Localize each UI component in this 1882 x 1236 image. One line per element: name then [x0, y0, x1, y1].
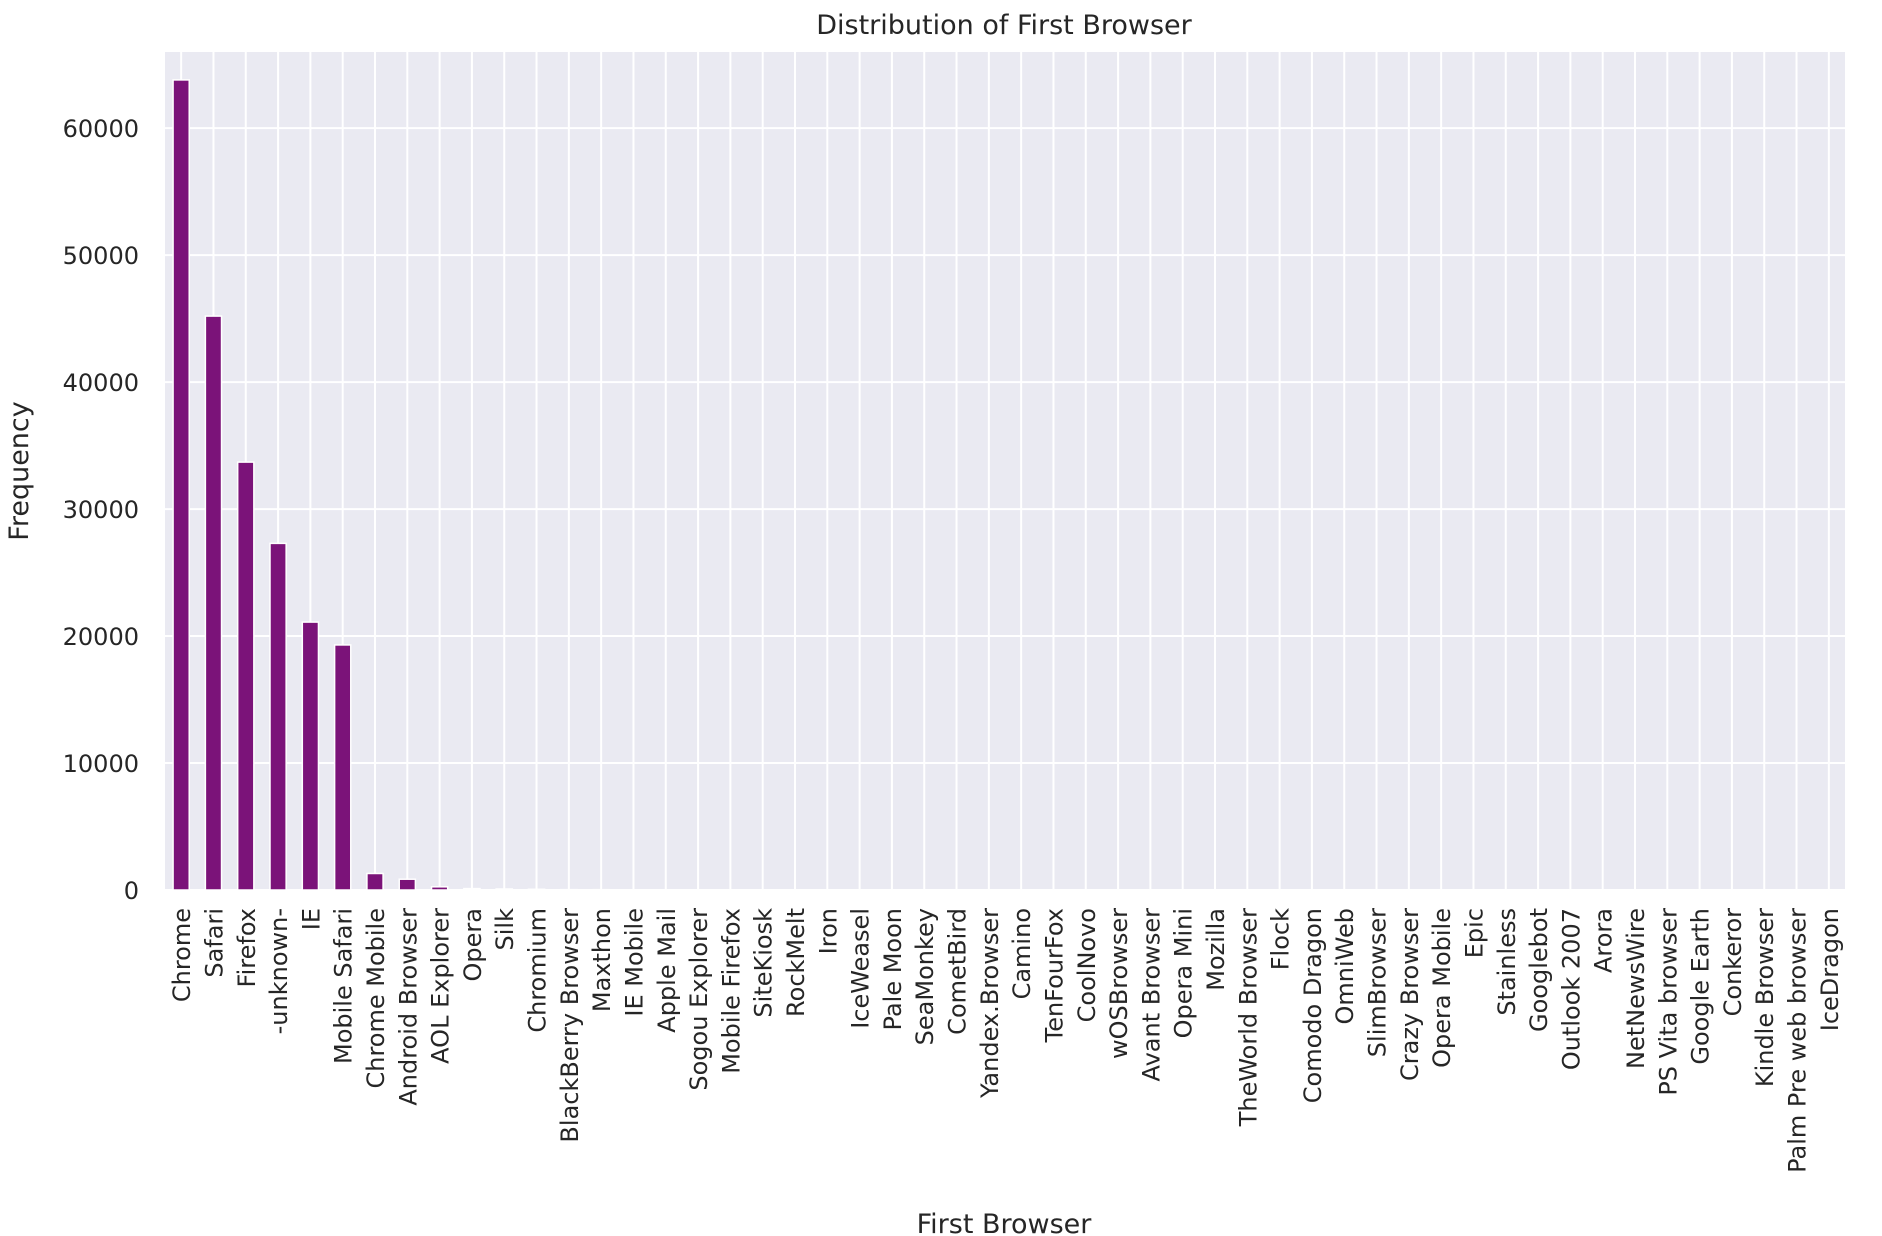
x-axis-label: First Browser [917, 1209, 1093, 1236]
x-tick-label: Palm Pre web browser [1784, 908, 1812, 1173]
x-tick-label: Epic [1460, 908, 1488, 958]
x-tick-label: Opera Mobile [1428, 908, 1456, 1068]
y-tick-label: 20000 [63, 623, 139, 651]
bar-aol-explorer [430, 886, 449, 891]
x-tick-label: Googlebot [1525, 908, 1553, 1032]
bar-chrome-mobile [366, 872, 384, 891]
x-tick-label: SlimBrowser [1364, 908, 1392, 1057]
x-tick-label: Chrome Mobile [362, 908, 390, 1089]
bar-unknown [269, 542, 287, 891]
x-tick-label: wOSBrowser [1105, 908, 1133, 1059]
gridlines [165, 52, 1845, 891]
y-tick-label: 10000 [63, 750, 139, 778]
x-tick-label: Camino [1008, 908, 1036, 999]
chart-title: Distribution of First Browser [816, 10, 1192, 41]
x-tick-label: Firefox [233, 908, 261, 987]
x-tick-label: Opera [459, 908, 487, 981]
x-tick-label: Google Earth [1687, 908, 1715, 1065]
y-tick-label: 60000 [63, 115, 139, 143]
x-tick-label: Arora [1590, 908, 1618, 973]
x-tick-label: PS Vita browser [1654, 908, 1682, 1096]
y-tick-label: 30000 [63, 496, 139, 524]
bar-chromium [527, 888, 546, 891]
y-tick-labels: 0 10000 20000 30000 40000 50000 60000 [63, 115, 139, 905]
bar-android-browser [398, 878, 417, 891]
x-tick-label: TenFourFox [1040, 908, 1068, 1043]
plot-area [165, 52, 1845, 890]
x-tick-label: Comodo Dragon [1299, 908, 1327, 1103]
x-tick-label: SiteKiosk [750, 908, 778, 1018]
bars [172, 79, 1838, 891]
bar-mobile-safari [333, 644, 352, 891]
x-tick-label: Sogou Explorer [685, 908, 713, 1091]
x-tick-label: CometBird [944, 908, 972, 1035]
x-tick-label: Yandex.Browser [976, 908, 1004, 1099]
bar-chrome [172, 79, 190, 891]
x-tick-label: Avant Browser [1137, 908, 1165, 1082]
x-tick-label: IceWeasel [847, 908, 875, 1029]
y-tick-label: 40000 [63, 369, 139, 397]
x-tick-label: -unknown- [265, 908, 293, 1034]
x-tick-label: Apple Mail [653, 908, 681, 1033]
x-tick-label: Silk [491, 908, 519, 951]
x-tick-label: Mobile Safari [330, 908, 358, 1064]
y-tick-label: 50000 [63, 242, 139, 270]
x-tick-label: Safari [200, 908, 228, 978]
bar-ie [301, 621, 320, 891]
x-tick-label: Conkeror [1719, 908, 1747, 1016]
x-tick-label: Android Browser [394, 908, 422, 1106]
x-tick-label: Pale Moon [879, 908, 907, 1030]
x-tick-label: IE Mobile [620, 908, 648, 1017]
x-tick-label: Crazy Browser [1396, 908, 1424, 1081]
x-tick-label: AOL Explorer [427, 908, 455, 1064]
x-tick-label: BlackBerry Browser [556, 908, 584, 1143]
x-tick-label: Mobile Firefox [717, 908, 745, 1074]
bar-safari [204, 315, 223, 891]
x-tick-label: IE [297, 908, 325, 930]
y-axis-label: Frequency [4, 401, 35, 541]
x-tick-label: RockMelt [782, 908, 810, 1017]
x-tick-label: Outlook 2007 [1557, 908, 1585, 1070]
x-tick-labels: Chrome Safari Firefox -unknown- IE Mobile Saf… [168, 908, 1844, 1173]
x-tick-label: TheWorld Browser [1234, 908, 1262, 1127]
x-tick-label: Chromium [524, 908, 552, 1033]
x-tick-label: NetNewsWire [1622, 908, 1650, 1069]
x-tick-label: Maxthon [588, 908, 616, 1012]
x-tick-label: Flock [1267, 908, 1295, 970]
x-tick-label: Stainless [1493, 908, 1521, 1016]
x-tick-label: Chrome [168, 908, 196, 1002]
bar-opera [463, 887, 481, 891]
x-tick-label: CoolNovo [1073, 908, 1101, 1022]
y-tick-label: 0 [124, 877, 139, 905]
x-tick-label: OmniWeb [1331, 908, 1359, 1024]
x-tick-label: Iron [814, 908, 842, 954]
bar-silk [495, 888, 514, 891]
x-tick-label: SeaMonkey [911, 908, 939, 1045]
bar-firefox [236, 461, 255, 891]
x-tick-label: IceDragon [1816, 908, 1844, 1031]
x-tick-label: Mozilla [1202, 908, 1230, 991]
x-tick-label: Kindle Browser [1751, 908, 1779, 1087]
x-tick-label: Opera Mini [1170, 908, 1198, 1038]
